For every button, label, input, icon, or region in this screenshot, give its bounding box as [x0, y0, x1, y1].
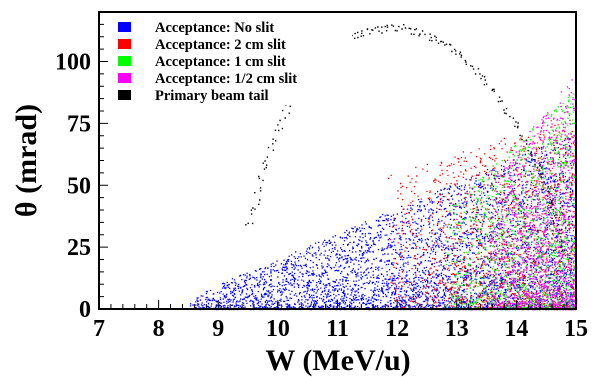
y-tick-labels: 0 25 50 75 100	[55, 50, 91, 324]
x-tick-label: 14	[504, 316, 528, 342]
y-tick-label: 75	[67, 111, 91, 137]
x-tick-label: 11	[326, 316, 349, 342]
legend-label: Acceptance: No slit	[155, 20, 274, 36]
y-tick-label: 25	[67, 235, 91, 261]
y-tick-label: 50	[67, 173, 91, 199]
scatter-series-0	[189, 133, 578, 311]
x-tick-labels: 7 8 9 10 11 12 13 14 15	[93, 316, 588, 342]
legend-item: Acceptance: 2 cm slit	[118, 37, 286, 53]
legend-item: Acceptance: 1 cm slit	[118, 54, 286, 70]
x-tick-label: 13	[445, 316, 469, 342]
legend-item: Acceptance: No slit	[118, 20, 274, 36]
legend-label: Acceptance: 1/2 cm slit	[155, 71, 297, 87]
legend-swatch	[118, 22, 131, 32]
scatter-series-4	[245, 24, 566, 252]
y-tick-label: 100	[55, 50, 91, 76]
legend-label: Acceptance: 1 cm slit	[155, 54, 286, 70]
scatter-cloud	[386, 119, 578, 311]
axis-ticks	[98, 11, 577, 310]
x-tick-label: 12	[385, 316, 409, 342]
legend-swatch	[118, 90, 131, 100]
legend-swatch	[118, 39, 131, 49]
legend-swatch	[118, 56, 131, 66]
legend-item: Acceptance: 1/2 cm slit	[118, 71, 297, 87]
y-axis-title: θ (mrad)	[10, 104, 43, 217]
scatter-series-2	[445, 93, 578, 311]
scatter-cloud	[445, 93, 578, 311]
y-tick-label: 0	[79, 297, 91, 323]
legend-swatch	[118, 73, 131, 83]
scatter-series-1	[386, 119, 578, 311]
x-tick-label: 7	[93, 316, 105, 342]
x-axis-title: W (MeV/u)	[265, 344, 410, 377]
x-tick-label: 15	[564, 316, 588, 342]
x-tick-label: 10	[266, 316, 290, 342]
scatter-cloud	[189, 133, 578, 311]
legend-item: Primary beam tail	[118, 88, 269, 104]
x-tick-label: 8	[153, 316, 165, 342]
legend-background	[112, 17, 352, 105]
legend-label: Primary beam tail	[155, 88, 269, 104]
scatter-points	[189, 24, 578, 311]
beam-tail-points	[245, 24, 566, 252]
legend-label: Acceptance: 2 cm slit	[155, 37, 286, 53]
x-tick-label: 9	[212, 316, 224, 342]
